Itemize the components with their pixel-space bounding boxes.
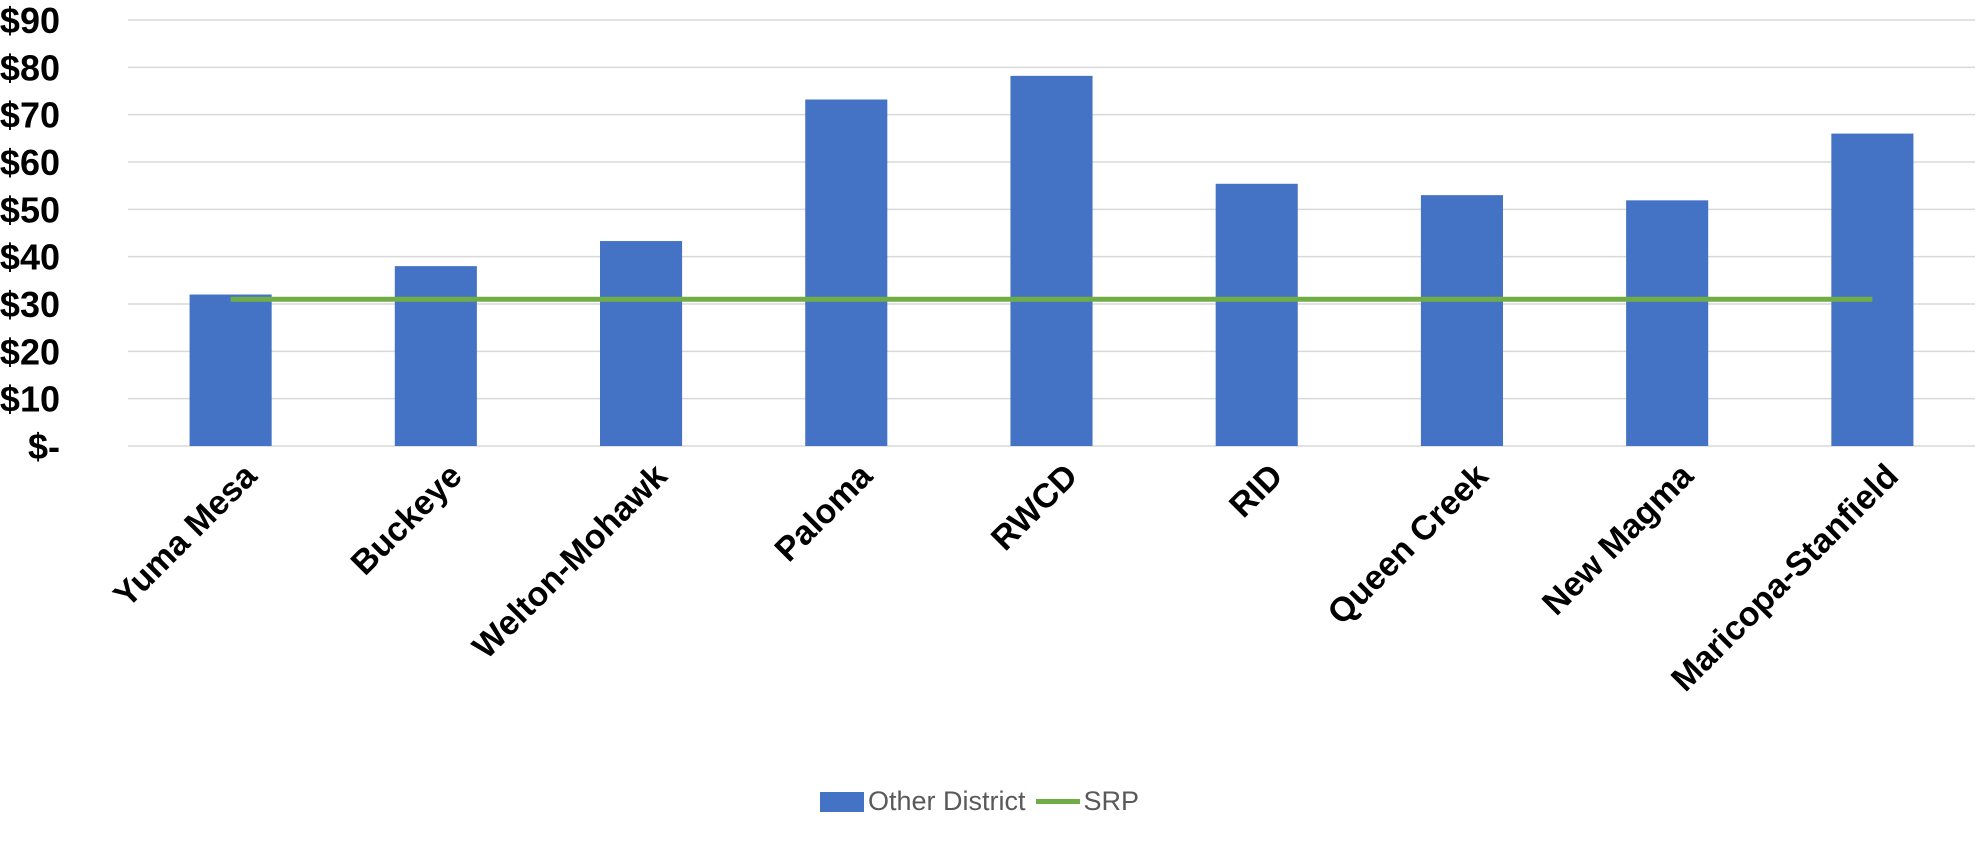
bar [1626, 200, 1709, 446]
y-tick-label: $90 [0, 0, 60, 41]
bars-other-district [189, 75, 1914, 447]
y-tick-label: $10 [0, 379, 60, 420]
y-tick-label: $60 [0, 142, 60, 183]
bar [600, 241, 683, 446]
bar [394, 266, 477, 446]
x-tick-label: Yuma Mesa [106, 456, 265, 615]
bar [1215, 183, 1298, 447]
y-tick-label: $70 [0, 95, 60, 136]
x-tick-label: RID [1222, 457, 1290, 525]
bar [1010, 75, 1093, 446]
y-tick-label: $80 [0, 47, 60, 88]
y-tick-label: $40 [0, 237, 60, 278]
x-tick-label: Buckeye [344, 457, 470, 583]
y-tick-label: $20 [0, 331, 60, 372]
bar [1420, 195, 1503, 446]
y-tick-label: $30 [0, 284, 60, 325]
y-tick-label: $50 [0, 189, 60, 230]
bar [805, 99, 888, 447]
legend: Other District SRP [820, 786, 1139, 817]
x-tick-label: Maricopa-Stanfield [1664, 457, 1906, 699]
x-tick-label: New Magma [1535, 456, 1702, 623]
bar [189, 294, 272, 446]
y-axis-tick-labels: $- $10 $20 $30 $40 $50 $60 $70 $80 $90 [0, 0, 60, 467]
legend-item-srp: SRP [1035, 786, 1140, 817]
legend-swatch-bar [820, 791, 864, 812]
x-tick-label: Queen Creek [1320, 457, 1495, 632]
legend-item-other-district: Other District [820, 786, 1026, 817]
x-tick-label: RWCD [984, 457, 1085, 558]
y-tick-label: $- [28, 426, 60, 467]
bar [1831, 133, 1914, 446]
legend-label-other-district: Other District [868, 786, 1026, 816]
legend-swatch-line [1035, 799, 1080, 804]
legend-label-srp: SRP [1083, 786, 1140, 816]
x-tick-label: Paloma [768, 456, 881, 569]
x-tick-label: Welton-Mohawk [465, 457, 674, 666]
